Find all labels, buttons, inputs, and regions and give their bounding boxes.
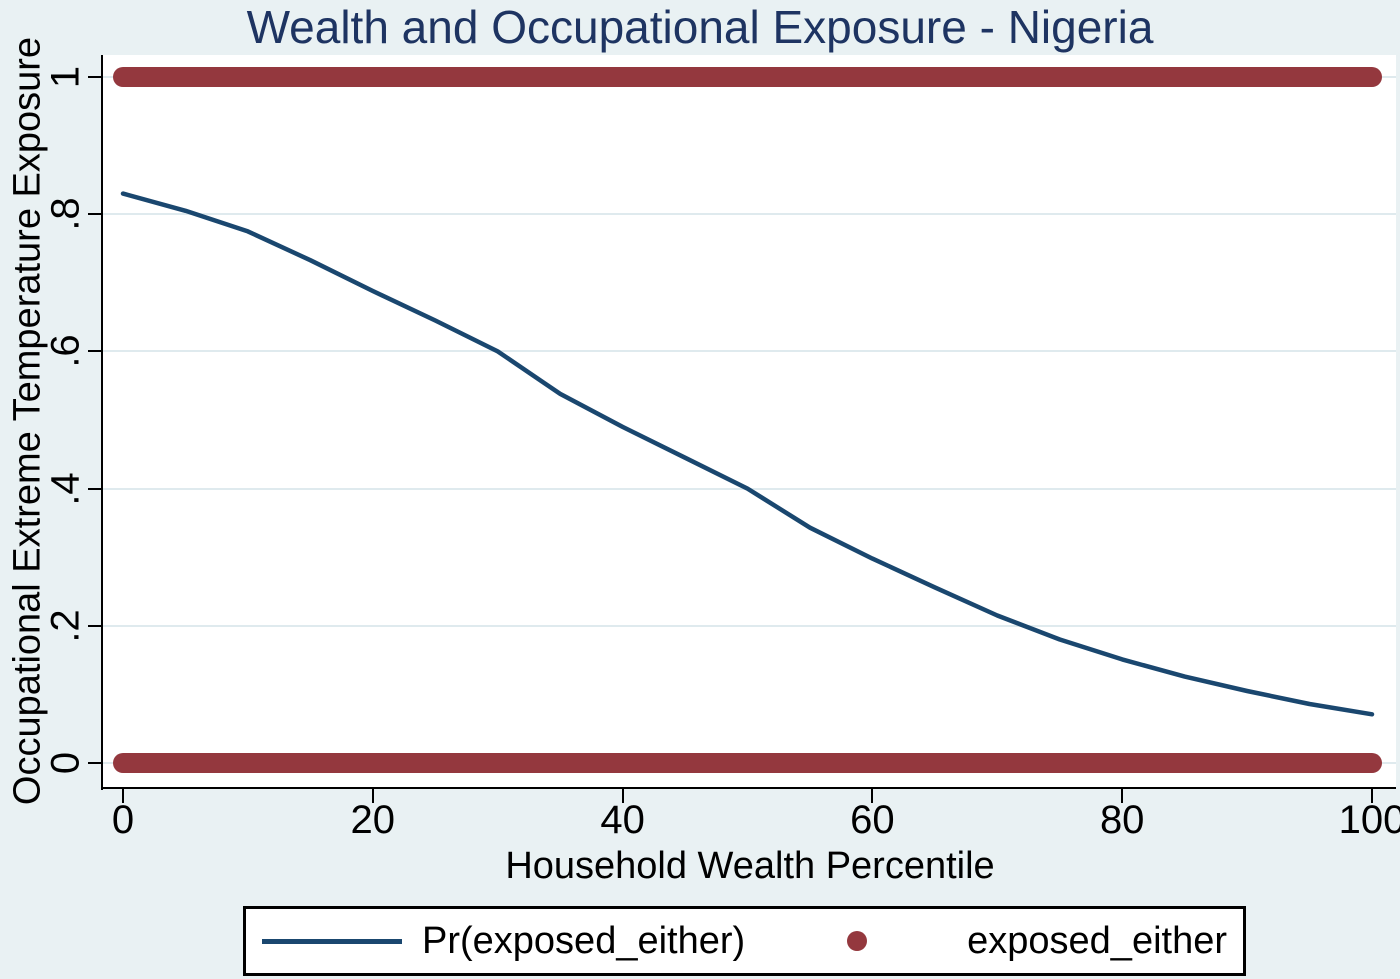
legend-line-swatch bbox=[262, 938, 402, 944]
chart-title: Wealth and Occupational Exposure - Niger… bbox=[246, 1, 1154, 53]
legend-item-scatter: exposed_either bbox=[847, 920, 1227, 963]
y-tick bbox=[88, 213, 102, 216]
probability-curve bbox=[120, 191, 1375, 717]
x-tick bbox=[371, 789, 374, 803]
x-tick-label: 80 bbox=[1099, 798, 1145, 842]
x-tick bbox=[621, 789, 624, 803]
x-axis-line bbox=[101, 787, 1396, 789]
x-axis-title: Household Wealth Percentile bbox=[505, 845, 995, 887]
y-tick-label: .2 bbox=[43, 609, 88, 643]
y-axis-title: Occupational Extreme Temperature Exposur… bbox=[6, 36, 49, 806]
x-tick-label: 0 bbox=[111, 798, 135, 842]
x-tick bbox=[1371, 789, 1373, 803]
scatter-band-y1 bbox=[113, 67, 1382, 87]
plot-area bbox=[103, 55, 1396, 788]
x-tick bbox=[871, 789, 874, 803]
y-tick bbox=[88, 76, 102, 78]
legend: Pr(exposed_either) exposed_either bbox=[243, 906, 1246, 976]
y-tick-label: .4 bbox=[43, 471, 88, 506]
legend-label-scatter: exposed_either bbox=[967, 919, 1227, 962]
y-tick-label: 0 bbox=[43, 751, 88, 775]
y-tick bbox=[88, 487, 102, 490]
x-tick-label: 40 bbox=[600, 798, 645, 842]
y-tick-label: .6 bbox=[43, 334, 88, 369]
y-tick-label: 1 bbox=[43, 65, 88, 89]
x-tick-label: 100 bbox=[1338, 798, 1400, 842]
scatter-band-y0 bbox=[113, 753, 1382, 773]
y-tick bbox=[88, 762, 102, 764]
x-tick bbox=[122, 789, 124, 803]
y-tick bbox=[88, 624, 102, 627]
gridline bbox=[103, 350, 1396, 353]
legend-dot-swatch bbox=[847, 931, 868, 951]
gridline bbox=[103, 213, 1396, 216]
y-tick bbox=[88, 350, 102, 353]
y-tick-label: .8 bbox=[43, 197, 88, 231]
x-tick-label: 60 bbox=[850, 798, 895, 842]
legend-item-probability: Pr(exposed_either) bbox=[262, 920, 745, 963]
probability-curve-line bbox=[120, 191, 1375, 717]
gridline bbox=[103, 624, 1396, 627]
legend-label-probability: Pr(exposed_either) bbox=[422, 919, 746, 962]
y-axis-line bbox=[101, 55, 103, 790]
x-tick-label: 20 bbox=[350, 798, 396, 842]
x-tick bbox=[1121, 789, 1124, 803]
